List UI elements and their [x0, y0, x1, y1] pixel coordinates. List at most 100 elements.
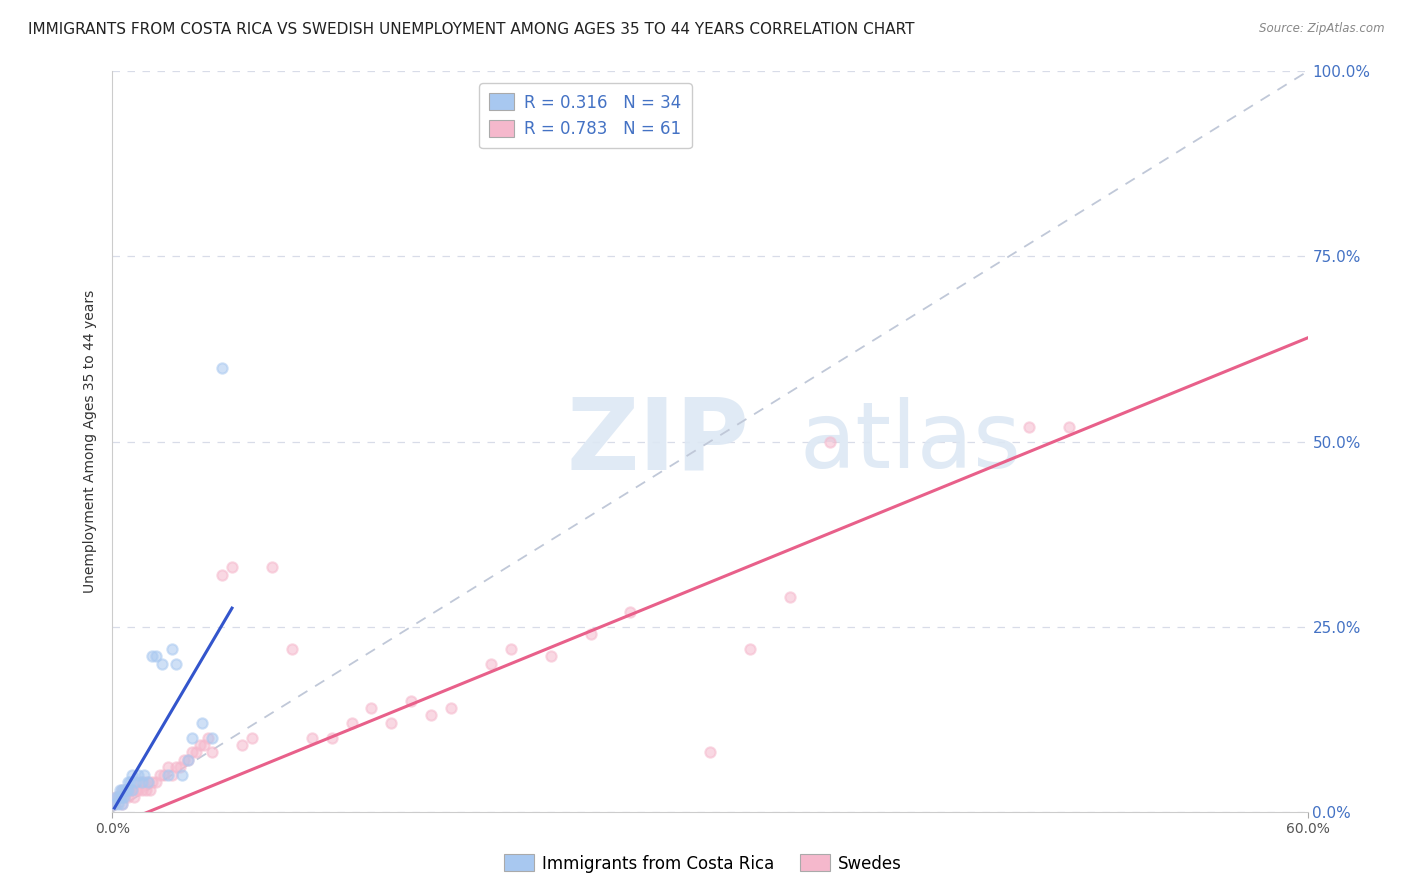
- Point: [281, 641, 304, 656]
- Point: [131, 782, 153, 797]
- Point: [1057, 419, 1080, 434]
- Point: [114, 789, 135, 804]
- Point: [111, 797, 134, 812]
- Point: [107, 789, 129, 804]
- Point: [117, 789, 139, 804]
- Point: [125, 782, 148, 797]
- Point: [157, 760, 180, 774]
- Point: [111, 782, 134, 797]
- Point: [134, 767, 156, 781]
- Point: [107, 789, 129, 804]
- Point: [181, 746, 204, 760]
- Point: [619, 605, 641, 619]
- Point: [172, 767, 194, 781]
- Point: [188, 738, 211, 752]
- Text: Source: ZipAtlas.com: Source: ZipAtlas.com: [1260, 22, 1385, 36]
- Point: [111, 789, 134, 804]
- Point: [125, 775, 148, 789]
- Point: [153, 767, 176, 781]
- Point: [131, 775, 153, 789]
- Point: [579, 627, 602, 641]
- Point: [191, 715, 214, 730]
- Point: [127, 767, 149, 781]
- Y-axis label: Unemployment Among Ages 35 to 44 years: Unemployment Among Ages 35 to 44 years: [83, 290, 97, 593]
- Point: [1018, 419, 1040, 434]
- Point: [231, 738, 253, 752]
- Point: [169, 760, 191, 774]
- Point: [110, 789, 132, 804]
- Point: [260, 560, 283, 574]
- Point: [211, 567, 233, 582]
- Point: [141, 775, 163, 789]
- Point: [479, 657, 502, 671]
- Point: [111, 782, 134, 797]
- Point: [117, 782, 139, 797]
- Point: [165, 657, 187, 671]
- Point: [138, 775, 160, 789]
- Point: [110, 789, 132, 804]
- Point: [201, 731, 224, 745]
- Point: [779, 590, 801, 604]
- Point: [134, 775, 156, 789]
- Point: [124, 789, 146, 804]
- Point: [201, 746, 224, 760]
- Point: [380, 715, 402, 730]
- Legend: R = 0.316   N = 34, R = 0.783   N = 61: R = 0.316 N = 34, R = 0.783 N = 61: [479, 83, 692, 148]
- Point: [186, 746, 208, 760]
- Point: [420, 708, 443, 723]
- Point: [129, 775, 152, 789]
- Point: [150, 657, 173, 671]
- Point: [115, 782, 138, 797]
- Point: [121, 782, 143, 797]
- Point: [141, 649, 163, 664]
- Point: [115, 782, 138, 797]
- Point: [360, 701, 382, 715]
- Point: [135, 782, 157, 797]
- Point: [145, 649, 167, 664]
- Point: [173, 753, 195, 767]
- Point: [103, 797, 125, 812]
- Point: [440, 701, 463, 715]
- Point: [121, 782, 143, 797]
- Point: [540, 649, 562, 664]
- Point: [738, 641, 761, 656]
- Point: [401, 694, 423, 708]
- Legend: Immigrants from Costa Rica, Swedes: Immigrants from Costa Rica, Swedes: [498, 847, 908, 880]
- Point: [340, 715, 363, 730]
- Point: [177, 753, 200, 767]
- Point: [162, 641, 183, 656]
- Point: [120, 782, 142, 797]
- Point: [110, 782, 132, 797]
- Point: [114, 782, 135, 797]
- Point: [138, 775, 160, 789]
- Point: [121, 767, 143, 781]
- Point: [162, 767, 183, 781]
- Point: [321, 731, 343, 745]
- Point: [221, 560, 243, 574]
- Point: [240, 731, 263, 745]
- Point: [111, 797, 134, 812]
- Point: [211, 360, 233, 375]
- Point: [197, 731, 219, 745]
- Text: atlas: atlas: [800, 397, 1022, 486]
- Point: [117, 775, 139, 789]
- Point: [127, 782, 149, 797]
- Point: [107, 797, 129, 812]
- Point: [105, 789, 128, 804]
- Point: [499, 641, 522, 656]
- Point: [149, 767, 172, 781]
- Point: [105, 789, 128, 804]
- Text: IMMIGRANTS FROM COSTA RICA VS SWEDISH UNEMPLOYMENT AMONG AGES 35 TO 44 YEARS COR: IMMIGRANTS FROM COSTA RICA VS SWEDISH UN…: [28, 22, 915, 37]
- Point: [114, 789, 135, 804]
- Point: [699, 746, 721, 760]
- Point: [120, 775, 142, 789]
- Point: [181, 731, 204, 745]
- Point: [157, 767, 180, 781]
- Point: [301, 731, 323, 745]
- Point: [139, 782, 162, 797]
- Point: [177, 753, 200, 767]
- Point: [103, 797, 125, 812]
- Point: [193, 738, 215, 752]
- Text: ZIP: ZIP: [567, 393, 749, 490]
- Point: [165, 760, 187, 774]
